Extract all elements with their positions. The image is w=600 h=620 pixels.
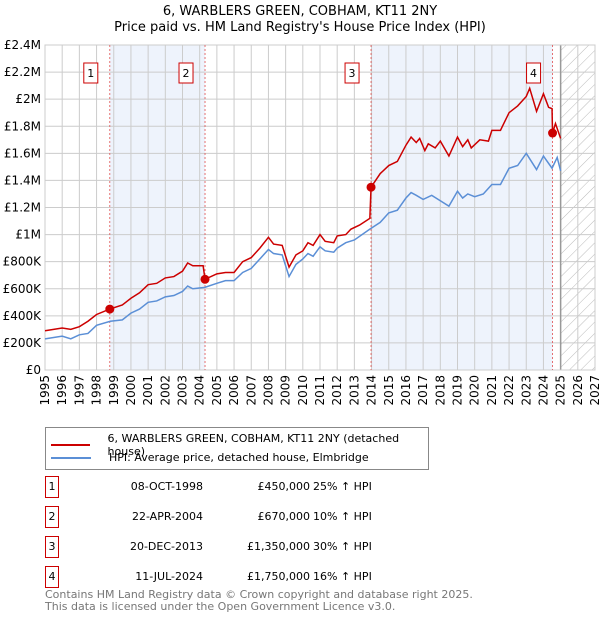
sale-row: 1 08-OCT-1998 £450,000 25% ↑ HPI [45, 476, 545, 498]
footer-licence: This data is licensed under the Open Gov… [45, 600, 396, 613]
sale-label: 2 [183, 67, 190, 80]
sale-row: 2 22-APR-2004 £670,000 10% ↑ HPI [45, 506, 545, 528]
x-tick-label: 1996 [55, 375, 69, 406]
x-tick-label: 2025 [554, 375, 568, 406]
legend-label-hpi: HPI: Average price, detached house, Elmb… [109, 451, 369, 464]
x-tick-label: 2008 [261, 375, 275, 406]
sale-label: 4 [530, 67, 537, 80]
chart-subtitle: Price paid vs. HM Land Registry's House … [114, 20, 486, 35]
sale-marker-number: 1 [45, 476, 59, 498]
sale-date: 22-APR-2004 [131, 510, 203, 523]
x-tick-label: 1999 [107, 375, 121, 406]
y-tick-label: £1M [15, 228, 41, 242]
legend-item-property: 6, WARBLERS GREEN, COBHAM, KT11 2NY (det… [51, 432, 428, 458]
sale-date: 20-DEC-2013 [129, 540, 203, 553]
sale-label-box [178, 62, 194, 84]
sale-marker-number: 3 [45, 536, 59, 558]
sale-price: £450,000 [257, 480, 311, 493]
x-tick-label: 2009 [279, 375, 293, 406]
y-tick-label: £2.2M [4, 65, 41, 79]
y-tick-label: £1.2M [4, 201, 41, 215]
y-tick-label: £1.4M [4, 173, 41, 187]
sale-row: 3 20-DEC-2013 £1,350,000 30% ↑ HPI [45, 536, 545, 558]
x-tick-label: 2010 [296, 375, 310, 406]
x-tick-label: 2004 [193, 375, 207, 406]
y-tick-label: £2M [15, 92, 41, 106]
x-tick-label: 2003 [176, 375, 190, 406]
sale-hpi-delta: 25% ↑ HPI [313, 480, 372, 493]
sale-price: £1,350,000 [247, 540, 310, 553]
x-tick-label: 2015 [382, 375, 396, 406]
sale-label-box [526, 62, 542, 84]
x-tick-label: 2011 [313, 375, 327, 406]
sale-label-box [344, 62, 360, 84]
x-tick-label: 2026 [571, 375, 585, 406]
x-tick-label: 2020 [468, 375, 482, 406]
legend-item-hpi: HPI: Average price, detached house, Elmb… [51, 451, 369, 464]
y-tick-label: £1.8M [4, 119, 41, 133]
footer-copyright: Contains HM Land Registry data © Crown c… [45, 588, 473, 601]
y-tick-label: £400K [3, 309, 43, 323]
x-tick-label: 2023 [519, 375, 533, 406]
sale-price: £670,000 [257, 510, 311, 523]
sale-label: 3 [349, 67, 356, 80]
x-tick-label: 2019 [451, 375, 465, 406]
x-tick-label: 2017 [416, 375, 430, 406]
x-tick-label: 2022 [502, 375, 516, 406]
sale-date: 11-JUL-2024 [135, 570, 203, 583]
x-tick-label: 1998 [90, 375, 104, 406]
legend-label-property: 6, WARBLERS GREEN, COBHAM, KT11 2NY (det… [107, 432, 400, 458]
x-tick-label: 1997 [72, 375, 86, 406]
x-tick-label: 1995 [38, 375, 52, 406]
x-tick-label: 2000 [124, 375, 138, 406]
sale-price: £1,750,000 [247, 570, 310, 583]
property-line [44, 86, 562, 332]
x-tick-label: 2027 [588, 375, 600, 406]
legend-swatch-hpi [51, 456, 91, 459]
y-tick-label: £1.6M [4, 146, 41, 160]
sale-label: 1 [87, 67, 94, 80]
x-tick-label: 2021 [485, 375, 499, 406]
legend: 6, WARBLERS GREEN, COBHAM, KT11 2NY (det… [45, 427, 429, 470]
sale-marker-number: 2 [45, 506, 59, 528]
sale-label-box [83, 62, 99, 84]
x-tick-label: 2014 [365, 375, 379, 406]
legend-swatch-property [51, 444, 90, 446]
sale-hpi-delta: 10% ↑ HPI [313, 510, 372, 523]
x-tick-label: 2005 [210, 375, 224, 406]
chart-title: 6, WARBLERS GREEN, COBHAM, KT11 2NY [162, 4, 438, 19]
y-tick-label: £0 [26, 363, 41, 377]
y-tick-label: £800K [3, 255, 43, 269]
x-tick-label: 2001 [141, 375, 155, 406]
hpi-line [44, 151, 562, 340]
sale-row: 4 11-JUL-2024 £1,750,000 16% ↑ HPI [45, 566, 545, 588]
price-chart: £0 £200K £400K £600K £800K £1M £1.2M £1.4M £1.6M… [3, 38, 600, 406]
plot-border [44, 44, 596, 371]
x-tick-label: 2012 [330, 375, 344, 406]
y-tick-label: £2.4M [4, 38, 41, 52]
x-tick-label: 2006 [227, 375, 241, 406]
sale-date: 08-OCT-1998 [130, 480, 203, 493]
y-tick-label: £200K [3, 336, 43, 350]
sale-hpi-delta: 16% ↑ HPI [313, 570, 372, 583]
sale-point [105, 304, 115, 314]
x-tick-label: 2024 [536, 375, 550, 406]
sale-hpi-delta: 30% ↑ HPI [313, 540, 372, 553]
sale-point [200, 274, 210, 284]
sale-point [548, 128, 558, 138]
x-tick-label: 2002 [158, 375, 172, 406]
sale-marker-number: 4 [45, 566, 59, 588]
y-tick-label: £600K [3, 282, 43, 296]
x-tick-label: 2016 [399, 375, 413, 406]
sale-point [366, 182, 376, 192]
x-tick-label: 2007 [244, 375, 258, 406]
x-tick-label: 2013 [347, 375, 361, 406]
x-tick-label: 2018 [433, 375, 447, 406]
